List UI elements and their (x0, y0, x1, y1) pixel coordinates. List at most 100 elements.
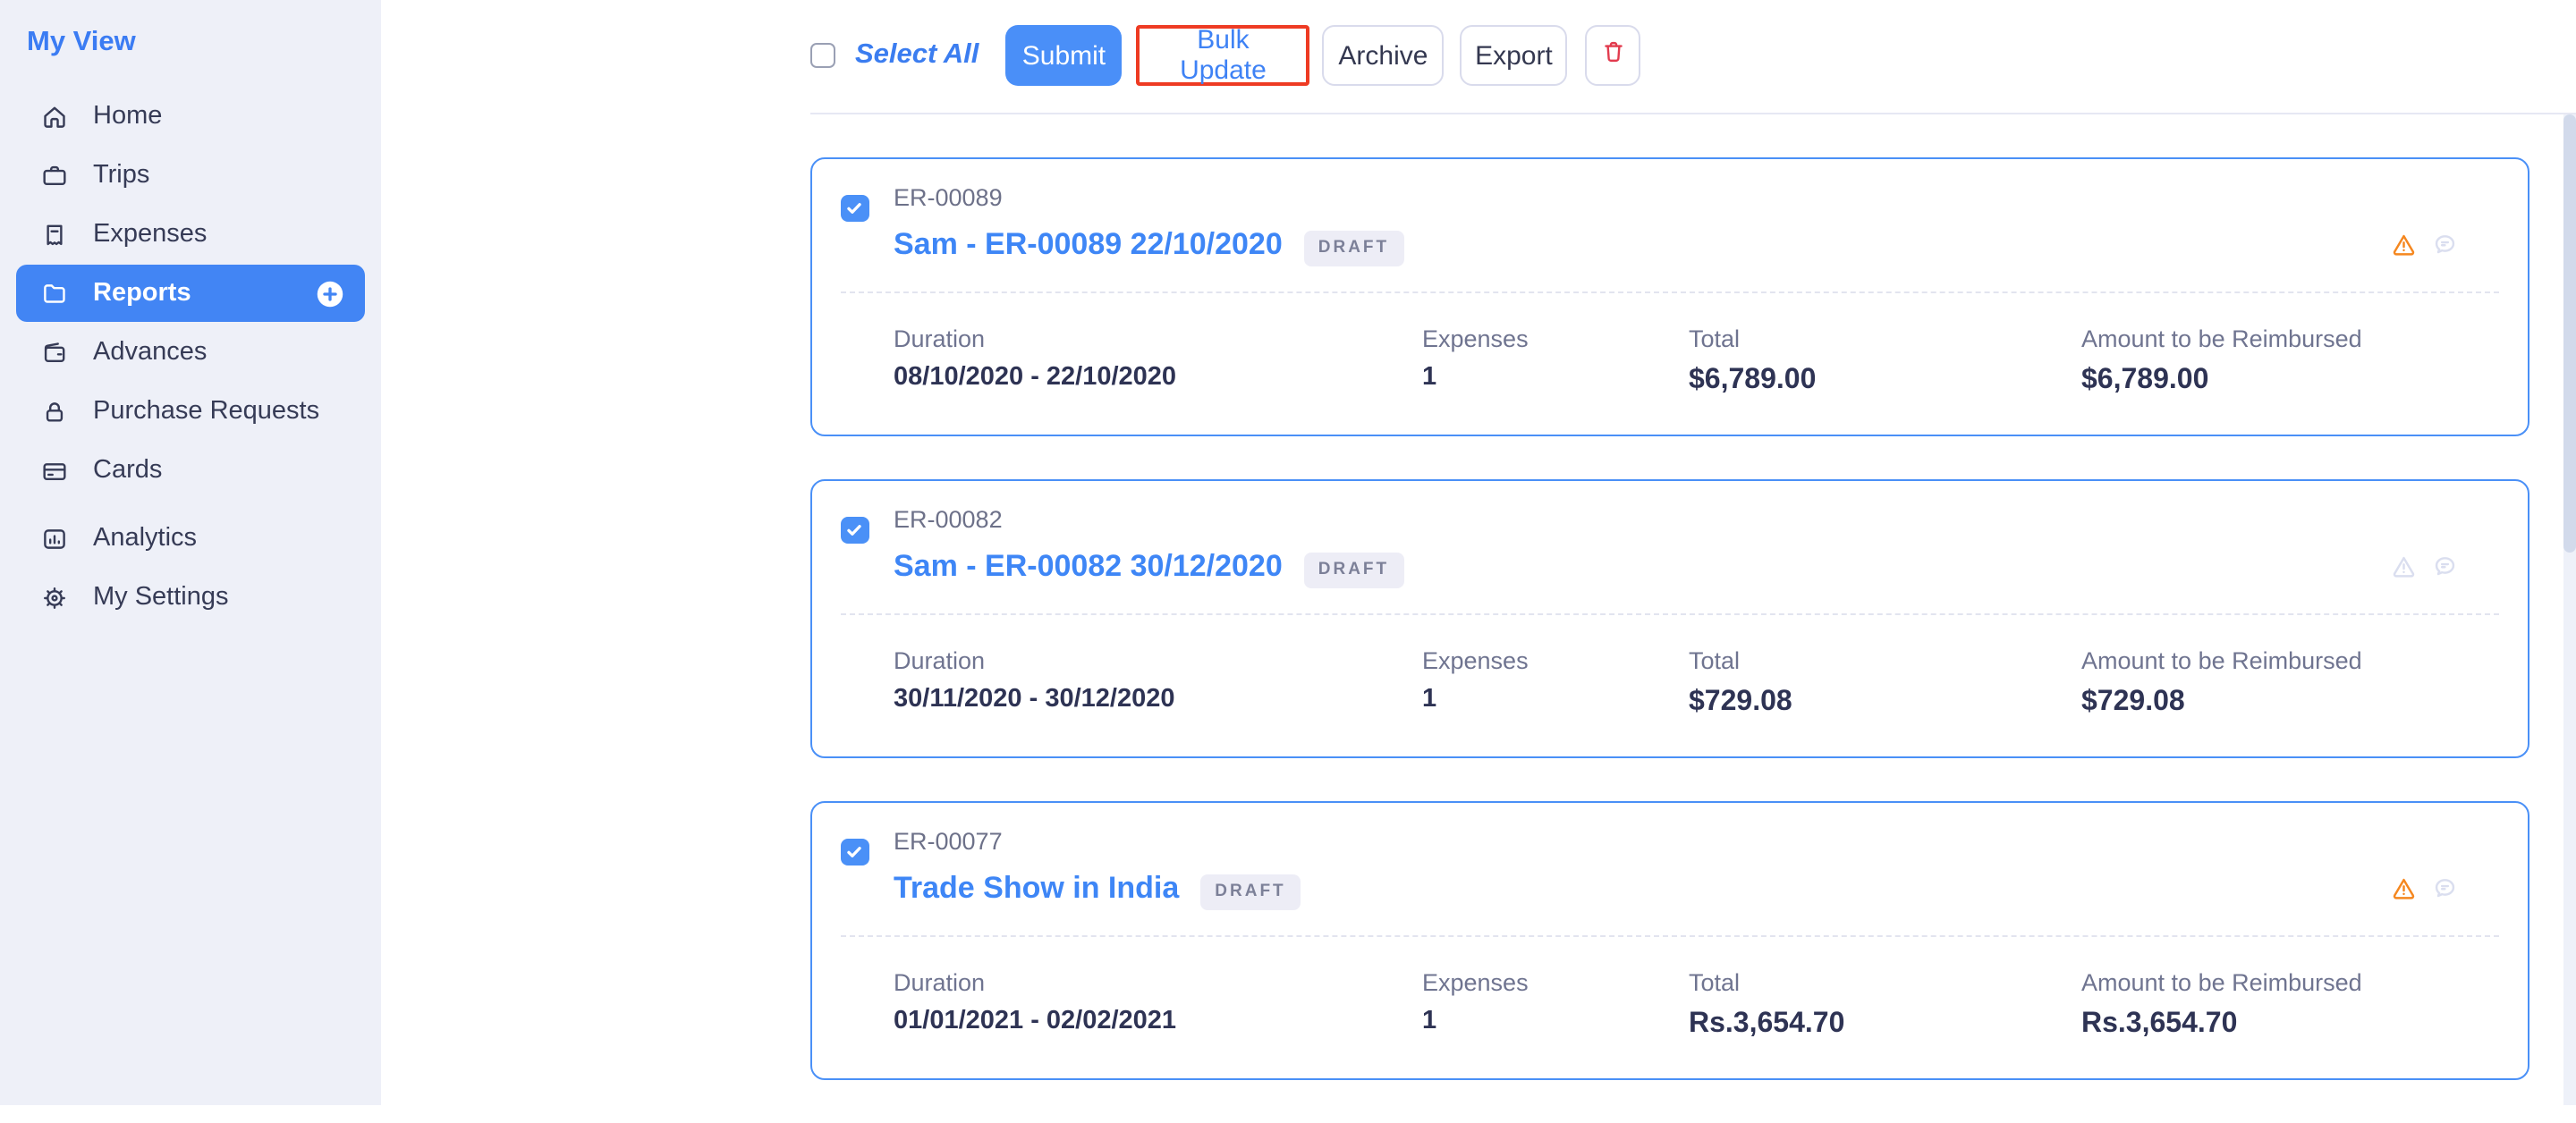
card-divider (841, 612, 2498, 614)
sidebar-item-reports[interactable]: Reports (16, 265, 365, 322)
bulk-update-button[interactable]: Bulk Update (1136, 24, 1310, 87)
expenses-label: Expenses (1422, 646, 1529, 673)
archive-button[interactable]: Archive (1322, 25, 1445, 86)
card-divider (841, 291, 2498, 292)
report-title-link[interactable]: Trade Show in India (894, 871, 1180, 905)
main-content: Select All Submit Bulk Update Archive Ex… (381, 0, 2576, 1105)
report-checkbox[interactable] (841, 194, 869, 222)
total-value: Rs.3,654.70 (1689, 1009, 1845, 1039)
expenses-icon (39, 219, 70, 249)
total-label: Total (1689, 646, 1741, 673)
sidebar-title: My View (27, 27, 136, 57)
report-title-link[interactable]: Sam - ER-00082 30/12/2020 (894, 549, 1283, 583)
sidebar-nav: Home Trips Expenses Reports (16, 88, 365, 626)
submit-button[interactable]: Submit (1005, 25, 1123, 86)
sidebar-item-label: Home (93, 102, 163, 131)
warning-icon[interactable] (2389, 552, 2417, 579)
warning-icon[interactable] (2389, 230, 2417, 258)
reimbursed-field: Amount to be Reimbursed $6,789.00 (2081, 323, 2362, 399)
sidebar-item-home[interactable]: Home (16, 88, 365, 145)
report-id: ER-00082 (894, 506, 1003, 533)
delete-button[interactable] (1585, 25, 1641, 86)
scrollbar-track[interactable] (2563, 114, 2576, 1105)
reimbursed-label: Amount to be Reimbursed (2081, 646, 2362, 673)
expenses-value: 1 (1422, 1007, 1437, 1035)
settings-icon (39, 582, 70, 612)
duration-label: Duration (894, 968, 986, 995)
reports-list: ER-00089 Sam - ER-00089 22/10/2020 DRAFT… (810, 157, 2529, 1123)
duration-field: Duration 30/11/2020 - 30/12/2020 (894, 645, 1174, 717)
trips-icon (39, 160, 70, 190)
sidebar-item-cards[interactable]: Cards (16, 442, 365, 499)
report-card[interactable]: ER-00077 Trade Show in India DRAFT Durat… (810, 801, 2529, 1079)
reimbursed-field: Amount to be Reimbursed Rs.3,654.70 (2081, 967, 2362, 1043)
warning-icon[interactable] (2389, 874, 2417, 901)
reimbursed-value: Rs.3,654.70 (2081, 1009, 2238, 1039)
comment-icon[interactable] (2430, 874, 2458, 901)
status-badge: DRAFT (1303, 552, 1404, 587)
sidebar: My View Home Trips Expenses (0, 0, 381, 1105)
report-checkbox[interactable] (841, 516, 869, 544)
reimbursed-label: Amount to be Reimbursed (2081, 968, 2362, 995)
expenses-value: 1 (1422, 685, 1437, 713)
cards-icon (39, 455, 70, 486)
scrollbar-thumb[interactable] (2563, 114, 2576, 553)
report-card[interactable]: ER-00089 Sam - ER-00089 22/10/2020 DRAFT… (810, 157, 2529, 435)
sidebar-item-purchase-requests[interactable]: Purchase Requests (16, 383, 365, 440)
sidebar-item-label: My Settings (93, 583, 229, 612)
advances-icon (39, 337, 70, 367)
sidebar-item-label: Trips (93, 161, 150, 190)
total-field: Total Rs.3,654.70 (1689, 967, 1844, 1043)
sidebar-item-my-settings[interactable]: My Settings (16, 569, 365, 626)
purchase-requests-icon (39, 396, 70, 426)
duration-label: Duration (894, 325, 986, 351)
bulk-actions-toolbar: Select All Submit Bulk Update Archive Ex… (810, 24, 1641, 87)
report-id: ER-00077 (894, 828, 1003, 855)
sidebar-item-label: Analytics (93, 524, 198, 553)
total-value: $729.08 (1689, 687, 1792, 717)
expenses-label: Expenses (1422, 968, 1529, 995)
card-divider (841, 934, 2498, 936)
status-badge: DRAFT (1303, 230, 1404, 266)
duration-value: 08/10/2020 - 22/10/2020 (894, 363, 1177, 392)
comment-icon[interactable] (2430, 552, 2458, 579)
sidebar-item-label: Expenses (93, 220, 208, 249)
total-label: Total (1689, 968, 1741, 995)
status-badge: DRAFT (1200, 874, 1301, 909)
sidebar-item-label: Cards (93, 456, 163, 485)
analytics-icon (39, 523, 70, 553)
select-all-checkbox[interactable] (810, 43, 835, 68)
select-all-label[interactable]: Select All (855, 39, 979, 70)
sidebar-item-expenses[interactable]: Expenses (16, 206, 365, 263)
total-label: Total (1689, 325, 1741, 351)
home-icon (39, 101, 70, 131)
duration-value: 30/11/2020 - 30/12/2020 (894, 685, 1175, 713)
duration-field: Duration 01/01/2021 - 02/02/2021 (894, 967, 1176, 1039)
sidebar-item-label: Reports (93, 279, 191, 308)
duration-field: Duration 08/10/2020 - 22/10/2020 (894, 323, 1176, 395)
sidebar-item-advances[interactable]: Advances (16, 324, 365, 381)
reimbursed-value: $729.08 (2081, 687, 2185, 717)
sidebar-item-label: Purchase Requests (93, 397, 320, 426)
report-card[interactable]: ER-00082 Sam - ER-00082 30/12/2020 DRAFT… (810, 479, 2529, 757)
comment-icon[interactable] (2430, 230, 2458, 258)
reimbursed-value: $6,789.00 (2081, 365, 2209, 395)
sidebar-item-label: Advances (93, 338, 208, 367)
report-checkbox[interactable] (841, 838, 869, 865)
sidebar-item-trips[interactable]: Trips (16, 147, 365, 204)
export-button[interactable]: Export (1460, 25, 1568, 86)
expenses-value: 1 (1422, 363, 1437, 392)
total-field: Total $729.08 (1689, 645, 1792, 721)
toolbar-divider (810, 112, 2576, 114)
total-value: $6,789.00 (1689, 365, 1817, 395)
expenses-label: Expenses (1422, 325, 1529, 351)
trash-icon (1598, 38, 1627, 73)
reimbursed-label: Amount to be Reimbursed (2081, 325, 2362, 351)
duration-label: Duration (894, 646, 986, 673)
sidebar-item-analytics[interactable]: Analytics (16, 510, 365, 567)
report-title-link[interactable]: Sam - ER-00089 22/10/2020 (894, 227, 1283, 261)
reports-icon (39, 278, 70, 308)
expenses-field: Expenses 1 (1422, 323, 1529, 395)
add-report-icon[interactable] (313, 276, 347, 310)
